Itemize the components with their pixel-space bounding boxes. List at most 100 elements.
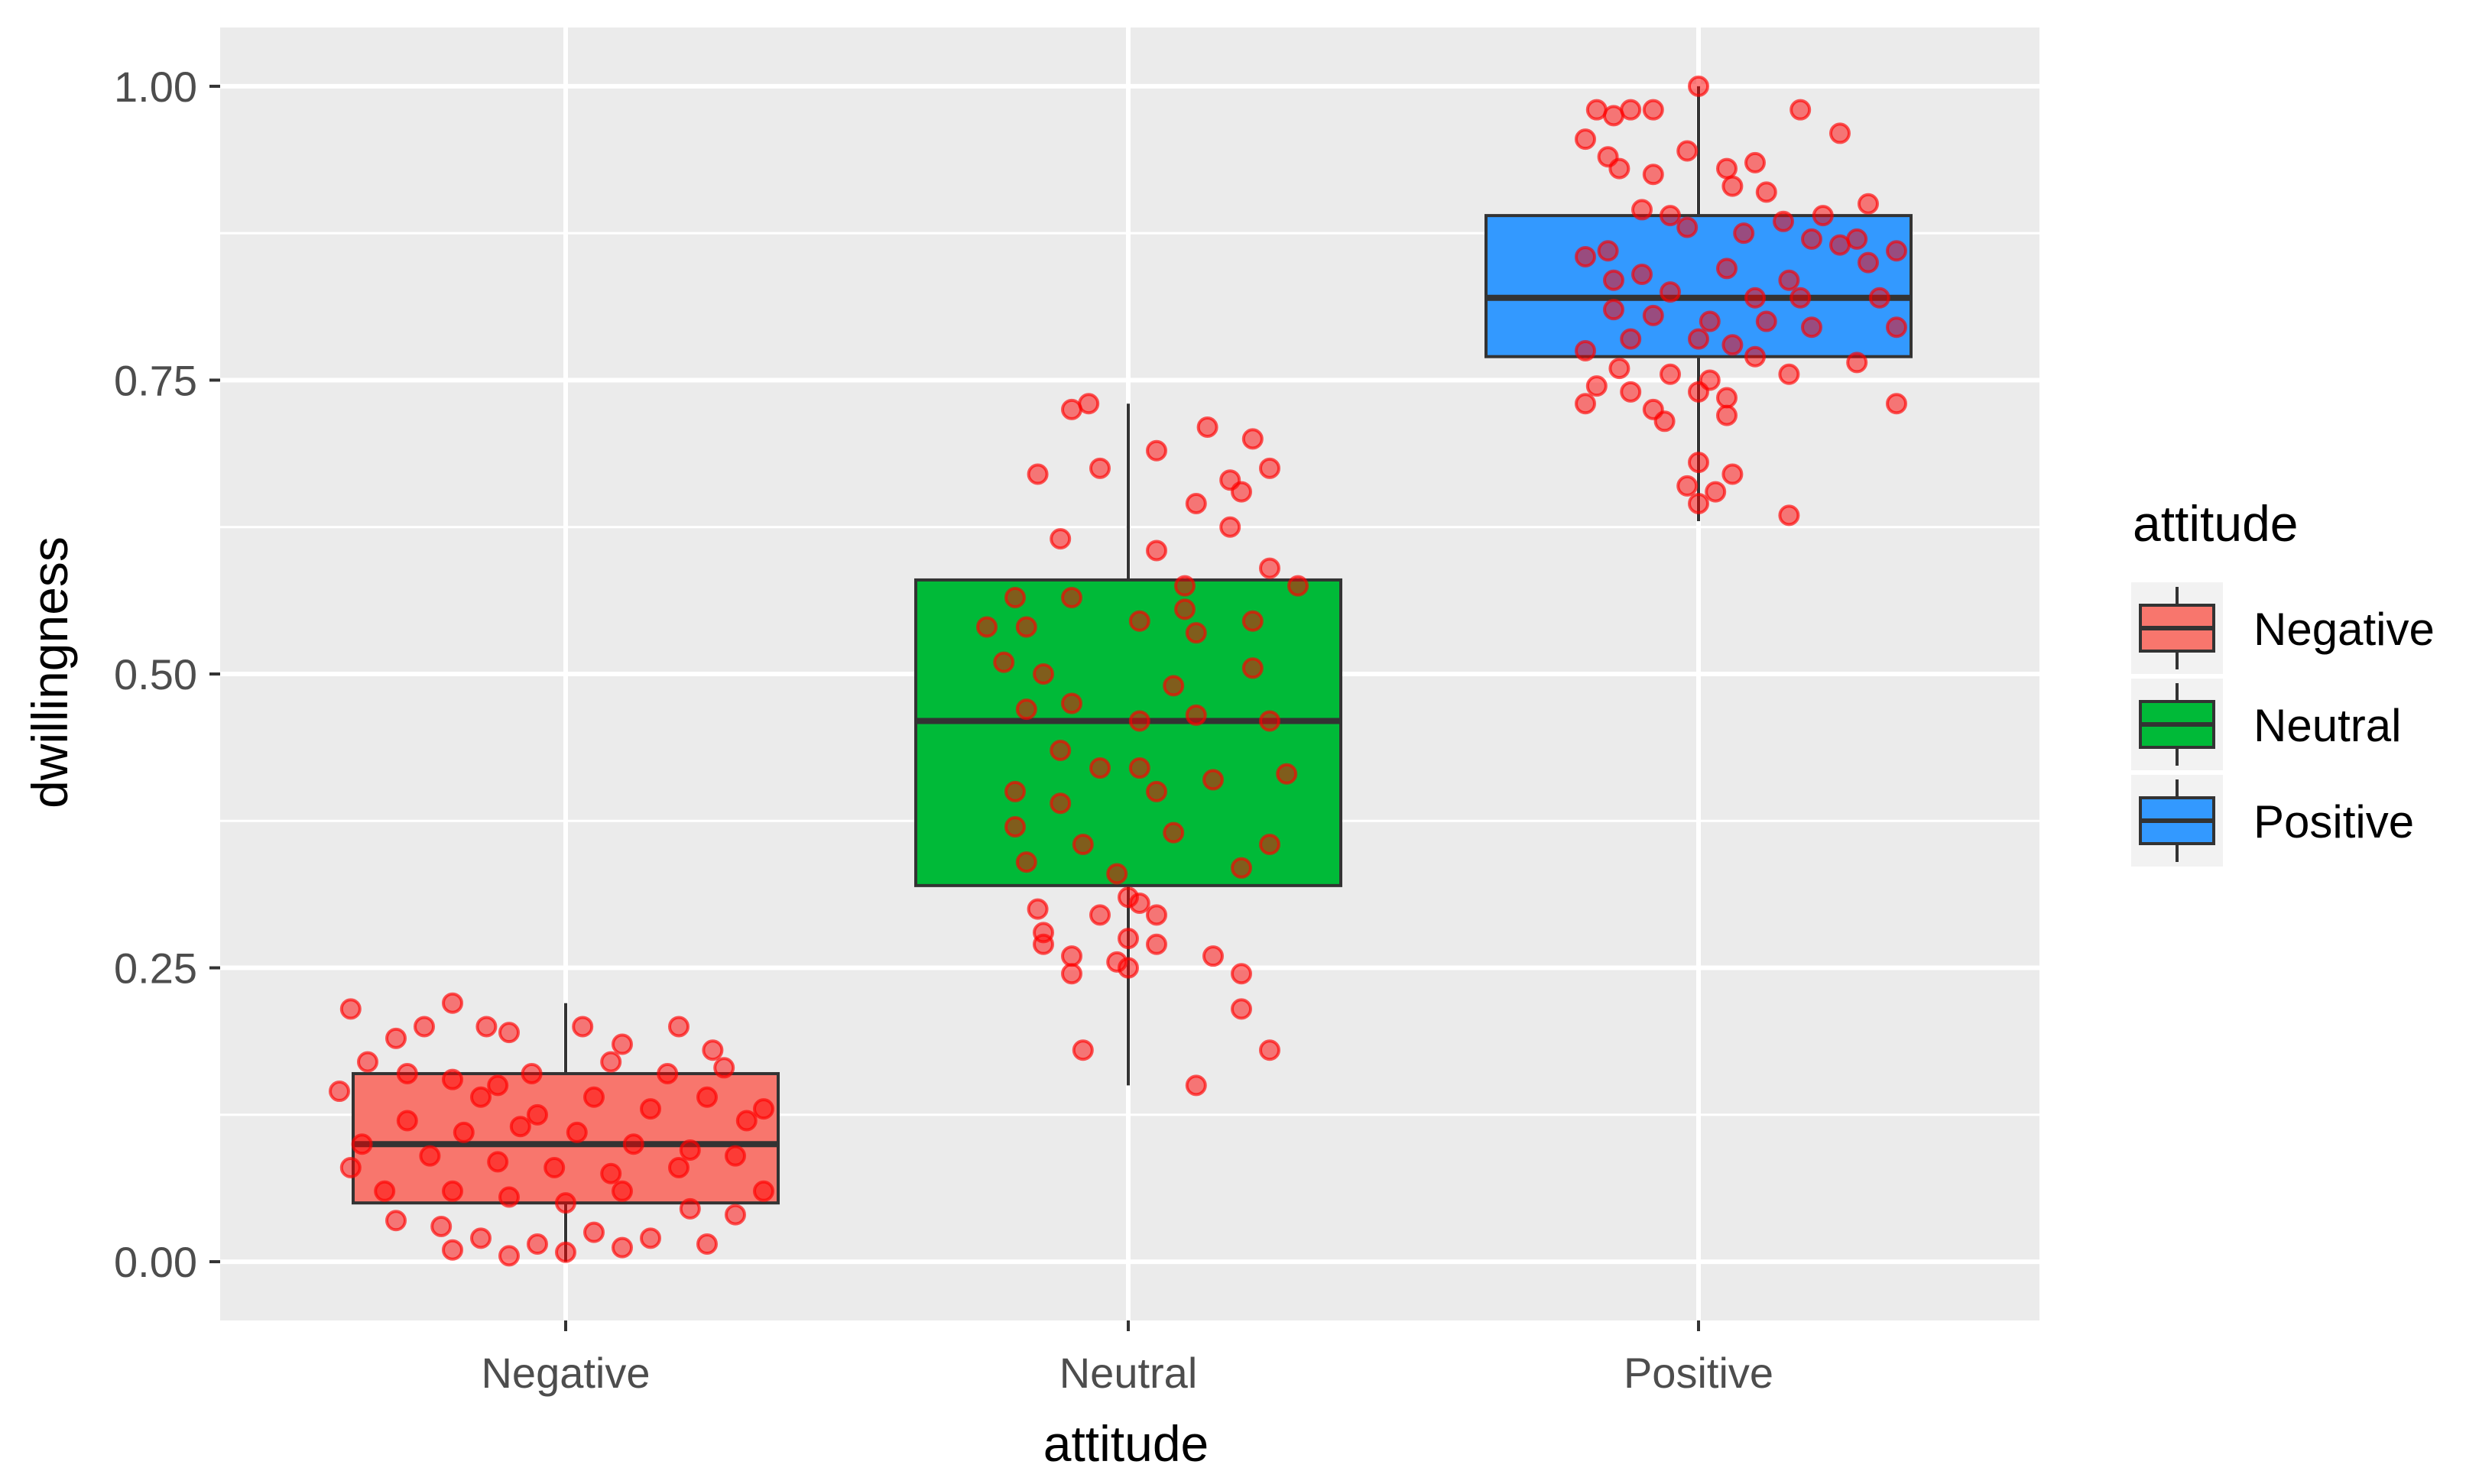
jitter-point xyxy=(1688,75,1709,97)
jitter-point xyxy=(1858,193,1879,215)
jitter-point xyxy=(1259,1039,1280,1061)
jitter-point xyxy=(509,1116,531,1138)
x-tick-label: Positive xyxy=(1624,1349,1773,1397)
jitter-point xyxy=(1716,157,1738,180)
jitter-point xyxy=(1089,457,1111,479)
jitter-point xyxy=(555,1192,576,1214)
jitter-point xyxy=(1050,792,1072,815)
jitter-point xyxy=(1688,492,1709,514)
jitter-point xyxy=(1721,175,1744,197)
jitter-point xyxy=(1631,199,1653,221)
jitter-point xyxy=(1231,998,1252,1020)
y-axis-title: dwillingness xyxy=(21,536,78,808)
jitter-point xyxy=(498,1245,520,1267)
x-tick-label: Neutral xyxy=(1059,1349,1198,1397)
jitter-point xyxy=(521,1062,543,1084)
jitter-point xyxy=(1676,475,1699,497)
jitter-point xyxy=(1231,857,1252,879)
jitter-point xyxy=(442,1239,463,1261)
jitter-point xyxy=(713,1057,735,1079)
jitter-point xyxy=(470,1227,492,1249)
jitter-point xyxy=(622,1133,644,1155)
jitter-point xyxy=(487,1151,509,1173)
y-tick-label: 0.00 xyxy=(114,1238,197,1286)
jitter-point xyxy=(487,1074,509,1097)
jitter-point xyxy=(1660,363,1681,385)
jitter-point xyxy=(1585,375,1608,397)
jitter-point xyxy=(339,1157,362,1179)
jitter-point xyxy=(1653,410,1676,433)
jitter-point xyxy=(1721,334,1744,356)
jitter-point xyxy=(1050,739,1072,761)
jitter-point xyxy=(1858,251,1879,274)
jitter-point xyxy=(1015,698,1037,721)
jitter-point xyxy=(1660,205,1681,227)
jitter-point xyxy=(419,1145,441,1167)
jitter-point xyxy=(1812,205,1834,227)
jitter-point xyxy=(1801,228,1822,250)
jitter-point xyxy=(1027,463,1049,485)
jitter-point xyxy=(1027,898,1049,920)
jitter-point xyxy=(1829,234,1851,256)
jitter-point xyxy=(1163,821,1185,844)
jitter-point xyxy=(1128,610,1150,632)
jitter-point xyxy=(385,1027,407,1049)
jitter-point xyxy=(1773,210,1794,232)
legend-label-neutral: Neutral xyxy=(2253,700,2401,751)
axes: 0.00 0.25 0.50 0.75 1.00 Negative Neutral Posit… xyxy=(114,63,1773,1397)
jitter-point xyxy=(1118,957,1139,979)
jitter-point xyxy=(1868,287,1890,309)
y-tick-label: 1.00 xyxy=(114,63,197,111)
jitter-point xyxy=(1789,287,1812,309)
jitter-point xyxy=(1004,815,1026,838)
jitter-point xyxy=(1072,834,1094,856)
jitter-point xyxy=(976,616,998,638)
jitter-point xyxy=(657,1062,679,1084)
jitter-point xyxy=(475,1016,498,1038)
jitter-point xyxy=(1603,299,1624,321)
jitter-point xyxy=(600,1051,622,1073)
jitter-point xyxy=(640,1098,661,1120)
jitter-point xyxy=(1886,393,1907,415)
jitter-point xyxy=(374,1180,396,1202)
jitter-point xyxy=(1185,1074,1207,1097)
jitter-point xyxy=(679,1197,701,1220)
jitter-point xyxy=(1699,310,1721,332)
jitter-point xyxy=(470,1086,492,1108)
jitter-point xyxy=(1259,710,1280,732)
legend-label-negative: Negative xyxy=(2253,604,2435,655)
jitter-point xyxy=(1202,769,1224,791)
jitter-point xyxy=(1015,616,1037,638)
jitter-point xyxy=(1004,587,1026,609)
jitter-point xyxy=(993,651,1015,673)
jitter-point xyxy=(1778,269,1800,291)
jitter-point xyxy=(1755,310,1777,332)
jitter-point xyxy=(1174,575,1196,597)
jitter-point xyxy=(1705,481,1727,503)
jitter-point xyxy=(1061,587,1082,609)
jitter-point xyxy=(396,1110,418,1132)
jitter-point xyxy=(1620,99,1642,121)
jitter-point xyxy=(1716,387,1738,409)
y-tick-label: 0.50 xyxy=(114,650,197,698)
jitter-point xyxy=(1744,151,1766,173)
jitter-point xyxy=(583,1086,605,1108)
jitter-point xyxy=(735,1110,758,1132)
jitter-point xyxy=(1744,345,1766,368)
jitter-point xyxy=(1196,416,1218,438)
x-tick-label: Negative xyxy=(481,1349,650,1397)
jitter-point xyxy=(1603,269,1624,291)
jitter-point xyxy=(1716,258,1738,280)
jitter-point xyxy=(442,1068,463,1090)
jitter-point xyxy=(498,1186,520,1208)
jitter-point xyxy=(1241,657,1264,679)
jitter-point xyxy=(566,1121,588,1143)
jitter-point xyxy=(696,1233,718,1256)
jitter-point xyxy=(668,1157,690,1179)
jitter-point xyxy=(1597,240,1619,262)
jitter-point xyxy=(1287,575,1309,597)
jitter-point xyxy=(1733,222,1755,245)
jitter-point xyxy=(1778,504,1800,527)
jitter-point xyxy=(1241,610,1264,632)
jitter-point xyxy=(1061,692,1082,714)
